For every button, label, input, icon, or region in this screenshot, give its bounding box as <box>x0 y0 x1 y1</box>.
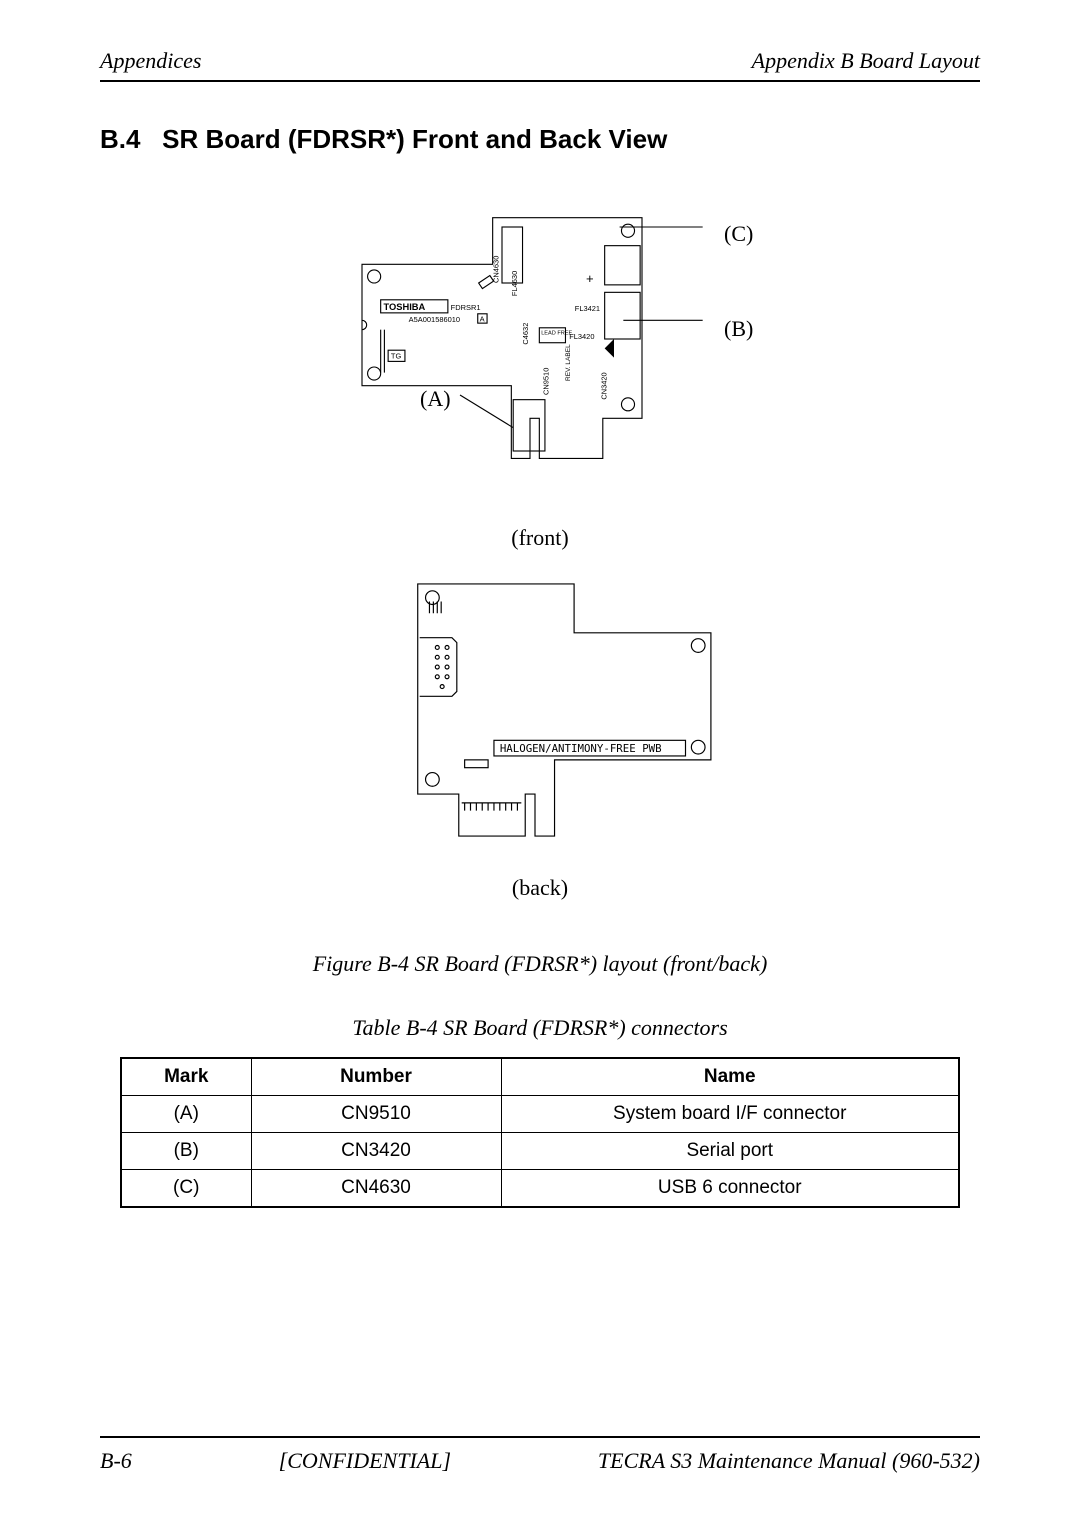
cell: (C) <box>121 1170 251 1208</box>
silk-fl3421: FL3421 <box>575 304 600 313</box>
table-row: (B) CN3420 Serial port <box>121 1133 959 1170</box>
silk-cn9510: CN9510 <box>542 368 551 395</box>
silk-cn3420: CN3420 <box>600 372 609 399</box>
page-footer: B-6 [CONFIDENTIAL] TECRA S3 Maintenance … <box>100 1436 980 1474</box>
section-heading: SR Board (FDRSR*) Front and Back View <box>162 124 667 154</box>
page-header: Appendices Appendix B Board Layout <box>0 0 1080 80</box>
cell: CN9510 <box>251 1096 501 1133</box>
silk-fl3420: FL3420 <box>569 332 594 341</box>
silk-leadfree: LEAD FREE <box>541 330 572 336</box>
connector-table: Mark Number Name (A) CN9510 System board… <box>120 1057 960 1208</box>
table-row: (C) CN4630 USB 6 connector <box>121 1170 959 1208</box>
cell: System board I/F connector <box>501 1096 959 1133</box>
footer-center: [CONFIDENTIAL] <box>279 1448 451 1474</box>
figure-caption: Figure B-4 SR Board (FDRSR*) layout (fro… <box>0 951 1080 977</box>
cell: USB 6 connector <box>501 1170 959 1208</box>
footer-left: B-6 <box>100 1448 132 1474</box>
cell: CN4630 <box>251 1170 501 1208</box>
label-a: (A) <box>420 386 451 412</box>
col-mark: Mark <box>121 1058 251 1096</box>
label-b: (B) <box>724 316 753 342</box>
table-caption: Table B-4 SR Board (FDRSR*) connectors <box>0 1015 1080 1041</box>
cell: CN3420 <box>251 1133 501 1170</box>
svg-text:+: + <box>586 271 594 286</box>
silk-revlabel: REV. LABEL <box>565 344 572 381</box>
back-diagram-area: HALOGEN/ANTIMONY-FREE PWB <box>0 561 1080 871</box>
back-board-svg: HALOGEN/ANTIMONY-FREE PWB <box>320 561 750 861</box>
label-c: (C) <box>724 221 753 247</box>
table-header-row: Mark Number Name <box>121 1058 959 1096</box>
silk-halogen: HALOGEN/ANTIMONY-FREE PWB <box>500 742 662 755</box>
silk-part: A5A001586010 <box>409 315 460 324</box>
cell: (A) <box>121 1096 251 1133</box>
cell: (B) <box>121 1133 251 1170</box>
front-board-svg: TOSHIBA FDRSR1 A5A001586010 A TG FL4630 … <box>310 199 750 479</box>
front-caption: (front) <box>0 525 1080 551</box>
silk-model: FDRSR1 <box>451 303 481 312</box>
section-title: B.4 SR Board (FDRSR*) Front and Back Vie… <box>0 82 1080 171</box>
silk-brand: TOSHIBA <box>383 302 425 312</box>
header-left: Appendices <box>100 48 201 74</box>
table-row: (A) CN9510 System board I/F connector <box>121 1096 959 1133</box>
silk-c4632: C4632 <box>521 323 530 345</box>
section-number: B.4 <box>100 124 140 154</box>
cell: Serial port <box>501 1133 959 1170</box>
footer-rule <box>100 1436 980 1438</box>
col-name: Name <box>501 1058 959 1096</box>
silk-rev-a: A <box>480 314 485 323</box>
footer-right: TECRA S3 Maintenance Manual (960-532) <box>598 1448 980 1474</box>
front-diagram-area: TOSHIBA FDRSR1 A5A001586010 A TG FL4630 … <box>0 171 1080 521</box>
silk-tg: TG <box>391 352 402 361</box>
back-caption: (back) <box>0 875 1080 901</box>
col-number: Number <box>251 1058 501 1096</box>
header-right: Appendix B Board Layout <box>752 48 980 74</box>
